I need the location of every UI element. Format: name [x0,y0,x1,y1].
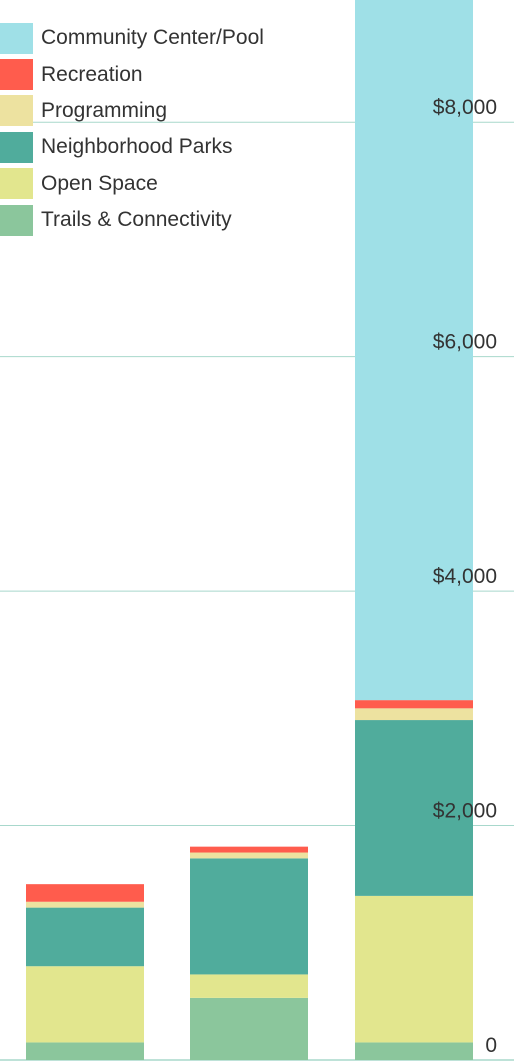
legend-swatch [0,131,33,163]
y-tick-label: 0 [485,1034,497,1057]
legend-swatch [0,59,33,91]
legend-swatch [0,22,33,54]
bar-segment [190,852,308,859]
legend-label: Open Space [41,171,158,195]
bar-segment [26,901,144,908]
legend-item: Community Center/Pool [0,20,264,56]
bar-segment [355,708,473,721]
y-tick-label: $6,000 [433,331,497,354]
bar-segment [26,884,144,902]
legend-swatch [0,168,33,200]
legend: Community Center/Pool Recreation Programmi… [0,20,264,238]
bar-segment [355,720,473,896]
legend-item: Trails & Connectivity [0,202,264,238]
legend-item: Programming [0,93,264,129]
y-tick-label: $8,000 [433,96,497,119]
bar-segment [26,966,144,1043]
bars [26,0,473,1060]
y-tick-label: $4,000 [433,565,497,588]
bar-segment [190,974,308,998]
legend-label: Community Center/Pool [41,26,264,50]
legend-label: Neighborhood Parks [41,135,233,159]
bar-segment [355,895,473,1043]
legend-item: Recreation [0,56,264,92]
bar-segment [190,997,308,1060]
legend-item: Neighborhood Parks [0,129,264,165]
bar-segment [355,1042,473,1060]
bar-segment [355,700,473,709]
bar-segment [26,907,144,967]
bar-segment [26,1042,144,1060]
legend-item: Open Space [0,166,264,202]
bar-segment [190,858,308,975]
bar-segment [355,0,473,701]
legend-label: Programming [41,98,168,122]
legend-swatch [0,95,33,127]
legend-label: Recreation [41,62,143,86]
legend-swatch [0,204,33,236]
legend-label: Trails & Connectivity [41,208,232,232]
bar-segment [190,846,308,853]
y-tick-label: $2,000 [433,800,497,823]
y-axis-tick-labels: 0 $2,000 $4,000 $6,000 $8,000 [433,96,497,1057]
